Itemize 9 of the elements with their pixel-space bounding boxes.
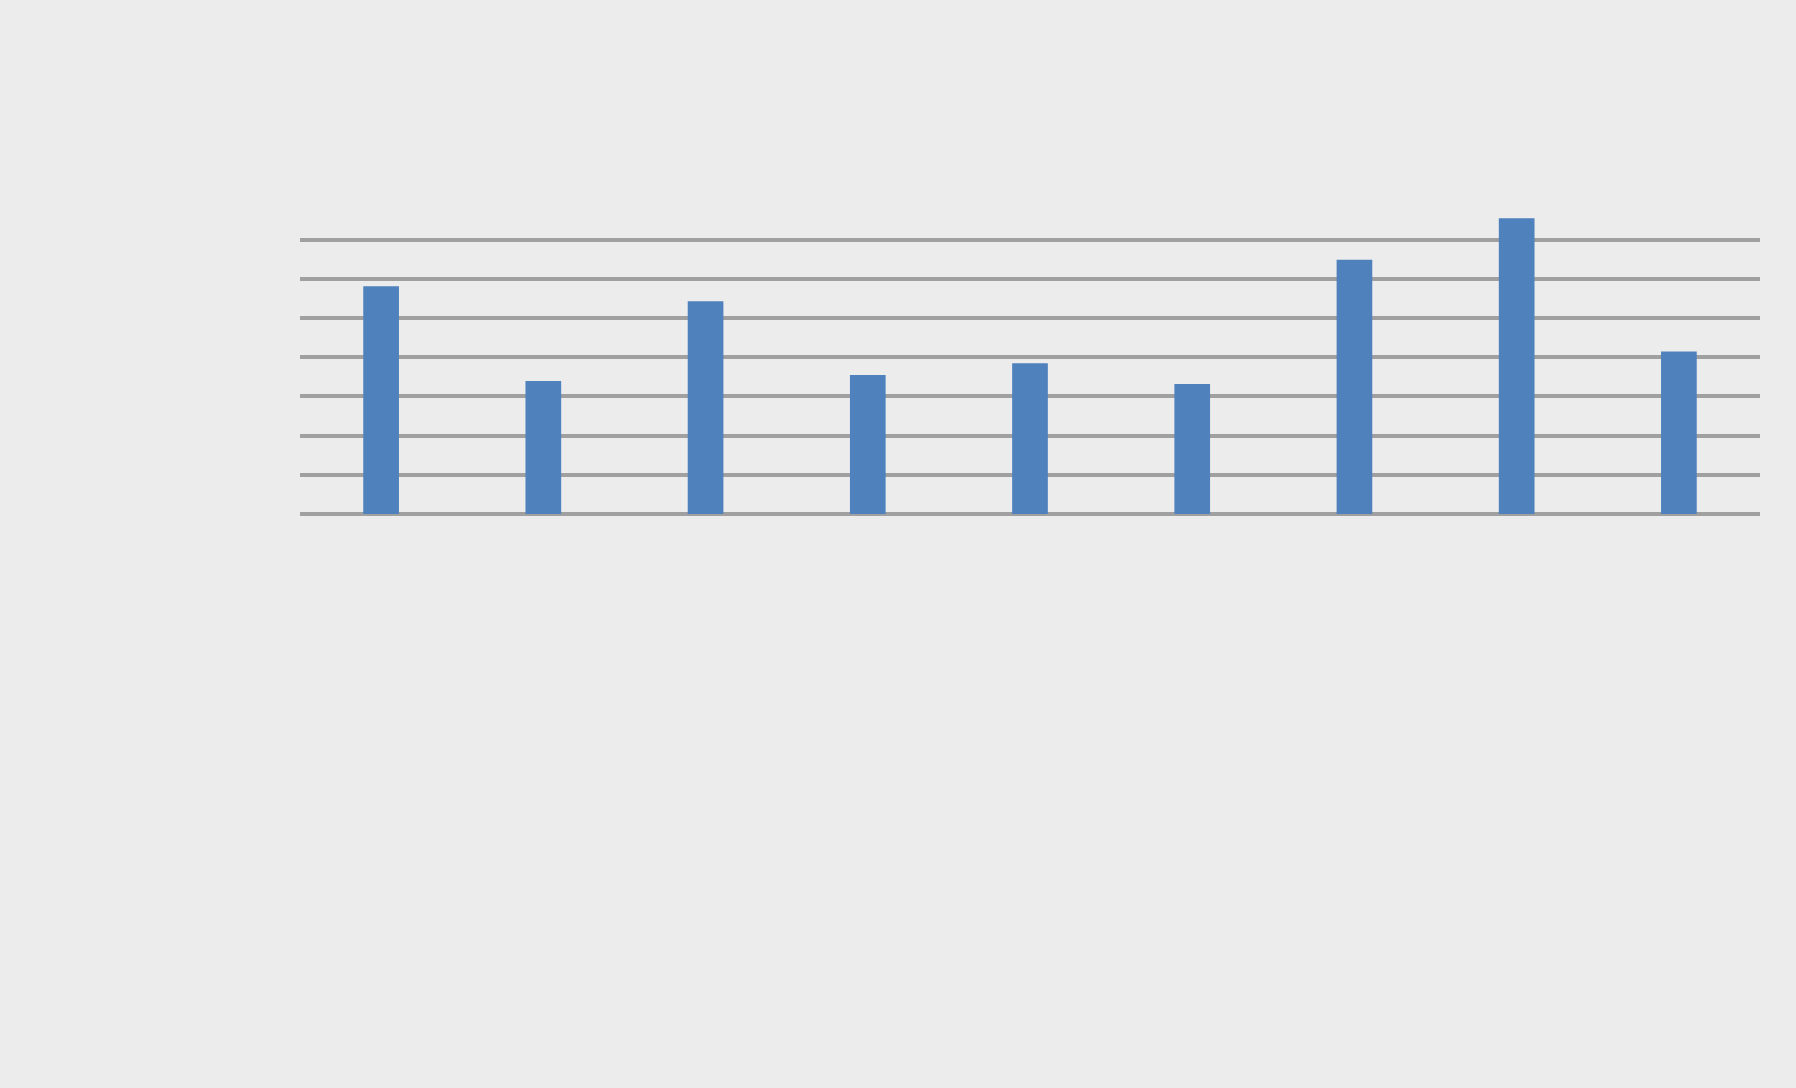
bar — [1498, 218, 1535, 514]
bar — [1336, 259, 1373, 514]
bar — [1174, 383, 1211, 514]
bar — [687, 301, 724, 514]
bar — [849, 375, 886, 514]
bar — [1012, 363, 1048, 514]
bar — [525, 380, 562, 514]
bar — [1661, 351, 1697, 514]
bar — [363, 286, 399, 514]
